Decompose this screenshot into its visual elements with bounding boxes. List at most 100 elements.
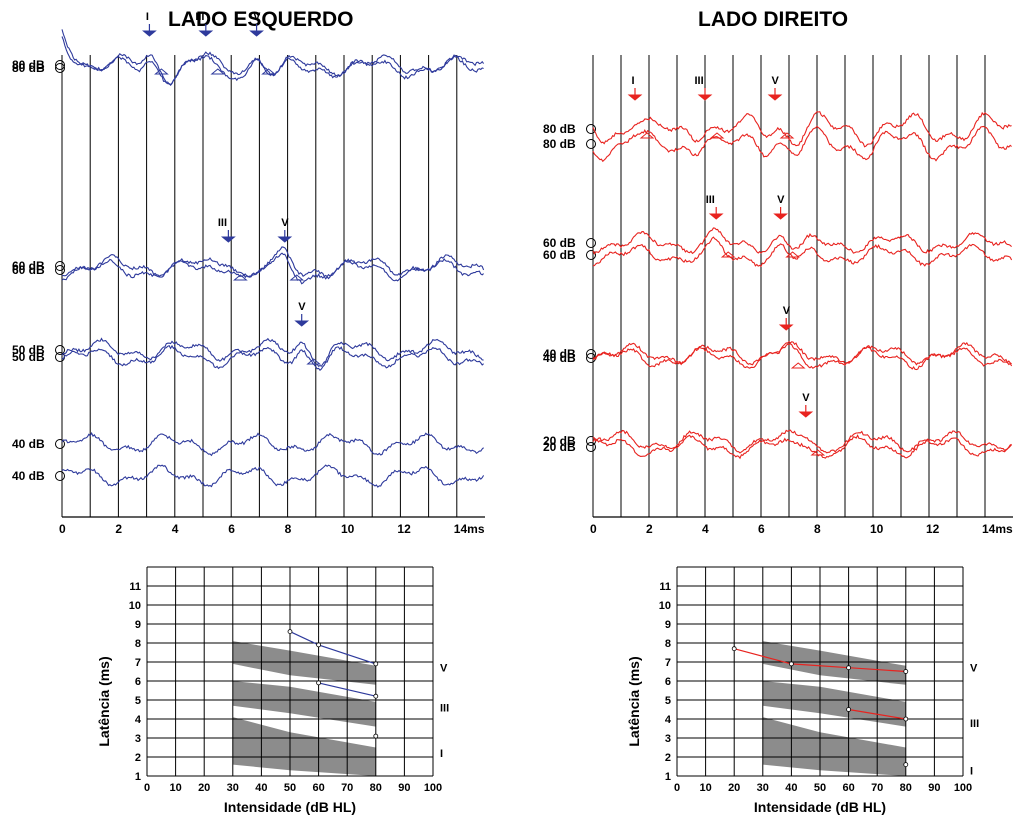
left-latency-x-tick: 60 (312, 782, 324, 794)
left-latency-x-tick: 50 (284, 782, 296, 794)
right-latency-point-v (903, 669, 909, 674)
right-wave-tick-label: 8 (814, 522, 821, 536)
left-trace-origin (55, 261, 65, 271)
left-latency-x-tick: 40 (255, 782, 267, 794)
right-latency-x-tick: 10 (699, 782, 711, 794)
right-latency-x-tick: 60 (842, 782, 854, 794)
left-trace-origin (55, 471, 65, 481)
right-wave-trough-marker (790, 362, 806, 369)
right-wave-marker-label: III (706, 194, 715, 206)
right-latency-y-tick: 8 (665, 638, 671, 650)
left-waveform-trace (61, 431, 484, 457)
left-trace-label: 60 dB (12, 259, 45, 273)
left-latency-xlabel: Intensidade (dB HL) (224, 799, 356, 815)
left-wave-marker-label: V (281, 217, 289, 229)
right-latency-x-tick: 90 (928, 782, 940, 794)
right-trace-label: 40 dB (543, 351, 576, 365)
left-latency-point-i (373, 733, 379, 739)
left-wave-marker-head (142, 30, 157, 37)
left-trace-label: 80 dB (12, 58, 45, 72)
left-normative-band (232, 641, 376, 685)
right-latency-x-tick: 70 (871, 782, 883, 794)
right-wave-marker-head (627, 94, 643, 101)
left-trace-label: 40 dB (12, 437, 45, 451)
left-waveform-trace (61, 29, 485, 85)
left-normative-band (232, 681, 376, 727)
left-wave-marker-label: III (195, 11, 204, 23)
left-waveform-trace (61, 337, 484, 368)
left-waveform-trace (61, 252, 484, 285)
left-wave-tick-label: 8 (285, 522, 292, 536)
right-wave-trough-marker (639, 132, 655, 139)
right-waveform-trace (592, 429, 1012, 454)
right-trace-label: 80 dB (543, 137, 576, 151)
right-waveform-trace (592, 434, 1013, 460)
right-waveform-trace (592, 236, 1013, 268)
left-latency-y-tick: 2 (135, 752, 141, 764)
left-trace-origin (55, 439, 65, 449)
right-panel-title: LADO DIREITO (698, 8, 849, 31)
right-waveform-trace (592, 343, 1013, 371)
right-wave-marker-head (798, 411, 814, 418)
right-normative-band (762, 641, 906, 685)
left-latency-x-tick: 20 (198, 782, 210, 794)
right-wave-tick-label: 4 (702, 522, 709, 536)
right-latency-series-v (734, 648, 906, 673)
right-latency-ylabel: Latência (ms) (626, 656, 642, 746)
left-wave-marker-label: V (298, 301, 306, 313)
right-latency-wave-label: V (970, 663, 978, 675)
left-wave-trough-marker (154, 68, 169, 75)
right-trace-origin (586, 250, 596, 260)
left-latency-point-v (316, 642, 322, 648)
left-waveform-trace (61, 36, 484, 87)
right-wave-marker-label: V (783, 305, 791, 317)
left-trace-origin (55, 63, 65, 73)
right-latency-x-tick: 20 (728, 782, 740, 794)
right-wave-trough-marker (810, 449, 826, 456)
left-latency-y-tick: 9 (135, 619, 141, 631)
right-trace-label: 60 dB (543, 236, 576, 250)
right-latency-point-iii (846, 707, 851, 712)
left-latency-y-tick: 3 (135, 733, 141, 745)
right-wave-marker-head (708, 213, 724, 220)
right-latency-y-tick: 7 (665, 657, 671, 669)
left-latency-wave-label: III (440, 703, 449, 715)
left-waveform-trace (61, 464, 485, 488)
right-latency-y-tick: 6 (665, 676, 671, 688)
right-normative-band (762, 681, 906, 727)
left-trace-origin (55, 345, 65, 355)
right-trace-label: 40 dB (543, 347, 576, 361)
left-latency-point-v (373, 661, 379, 667)
left-wave-tick-label: 12 (397, 522, 411, 536)
right-latency-x-tick: 50 (814, 782, 826, 794)
right-latency-x-tick: 0 (674, 782, 680, 794)
right-trace-origin (586, 139, 596, 149)
left-latency-point-iii (373, 693, 379, 699)
left-latency-point-iii (316, 680, 322, 686)
right-latency-wave-label: I (970, 765, 973, 777)
left-latency-y-tick: 5 (135, 695, 141, 707)
right-latency-wave-label: III (970, 718, 979, 730)
right-latency-point-i (903, 762, 909, 767)
right-latency-y-tick: 2 (665, 752, 671, 764)
right-wave-tick-label: 6 (758, 522, 765, 536)
left-latency-x-tick: 100 (424, 782, 442, 794)
left-wave-trough-marker (232, 274, 248, 281)
left-latency-series-iii (318, 682, 376, 697)
right-wave-trough-marker (785, 251, 800, 258)
right-latency-point-v (846, 665, 851, 671)
right-wave-marker-head (697, 94, 713, 101)
right-latency-x-tick: 100 (954, 782, 972, 794)
left-wave-tick-label: 14ms (454, 522, 485, 536)
left-wave-trough-marker (261, 68, 276, 75)
left-wave-marker-head (249, 30, 264, 37)
right-wave-tick-label: 12 (926, 522, 940, 536)
right-latency-x-tick: 80 (900, 782, 912, 794)
right-latency-point-v (731, 646, 737, 652)
right-waveform-trace (592, 340, 1012, 366)
right-wave-trough-marker (720, 251, 736, 258)
left-wave-tick-label: 4 (172, 522, 179, 536)
